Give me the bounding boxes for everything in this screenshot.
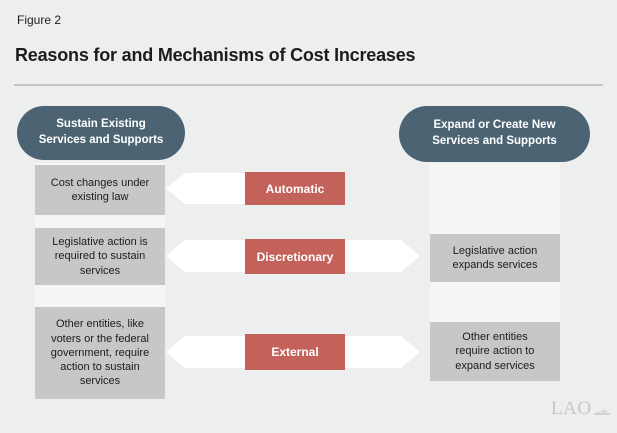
mechanism-automatic: Automatic (245, 172, 345, 205)
left-box-legislative-sustain: Legislative action is required to sustai… (35, 228, 165, 285)
left-box-cost-changes: Cost changes under existing law (35, 165, 165, 215)
figure-label: Figure 2 (17, 13, 62, 27)
arrow-left-icon (166, 173, 246, 204)
left-box-other-entities-sustain: Other entities, like voters or the feder… (35, 307, 165, 399)
mechanism-external: External (245, 334, 345, 370)
mechanism-discretionary: Discretionary (245, 239, 345, 274)
title-divider (14, 84, 603, 86)
header-expand-create-new: Expand or Create New Services and Suppor… (399, 106, 590, 162)
figure-title: Reasons for and Mechanisms of Cost Incre… (15, 45, 416, 65)
right-box-other-entities-expand: Other entities require action to expand … (430, 322, 560, 381)
lao-logo-text: LAO (551, 398, 592, 419)
lao-emblem-icon (593, 403, 610, 415)
lao-logo: LAO (551, 399, 611, 418)
right-box-legislative-expands: Legislative action expands services (430, 234, 560, 282)
header-sustain-existing: Sustain Existing Services and Supports (17, 106, 185, 160)
